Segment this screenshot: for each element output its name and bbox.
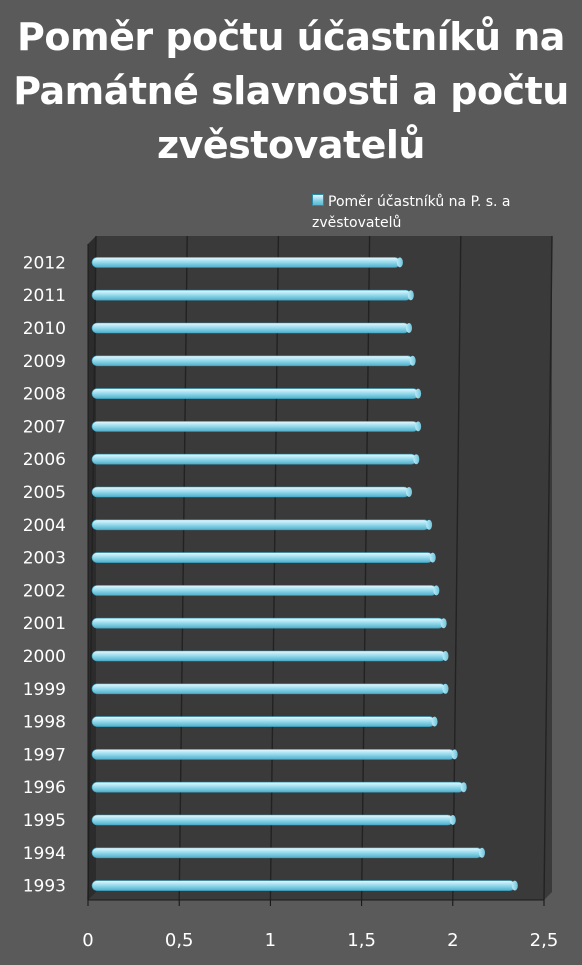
x-tick-label-4: 2 (447, 930, 458, 951)
bar-1995 (91, 814, 454, 826)
chart-title-line-2: Památné slavnosti a počtu (13, 69, 569, 113)
bar-cap-2011 (407, 290, 414, 301)
grid-line (87, 235, 97, 901)
y-tick-label-2006: 2006 (23, 450, 66, 470)
y-tick-label-2002: 2002 (23, 581, 66, 601)
bar-2004 (91, 519, 430, 531)
y-tick-label-2010: 2010 (23, 319, 66, 339)
chart-title: Poměr počtu účastníků na Památné slavnos… (0, 10, 582, 172)
y-tick-label-1999: 1999 (23, 680, 66, 700)
y-tick-label-2005: 2005 (23, 483, 66, 503)
y-tick-label-1995: 1995 (23, 811, 66, 831)
bar-cap-1994 (478, 847, 485, 858)
bar-cap-1995 (449, 815, 456, 825)
legend-swatch (312, 194, 324, 206)
bar-2002 (91, 585, 437, 596)
bar-2012 (91, 257, 401, 268)
y-tick-label-1996: 1996 (23, 778, 66, 798)
bar-cap-1993 (511, 880, 518, 891)
bar-cap-2008 (415, 388, 422, 399)
bar-cap-1998 (431, 716, 438, 727)
bar-1993 (91, 880, 516, 891)
bar-2011 (91, 289, 412, 301)
bar-2000 (91, 650, 446, 662)
y-tick-label-2008: 2008 (23, 385, 66, 405)
bar-2009 (91, 355, 413, 367)
y-tick-label-2009: 2009 (23, 352, 66, 372)
bar-cap-2004 (426, 519, 433, 530)
bars (91, 257, 518, 891)
x-tick-label-2: 1 (265, 930, 276, 951)
bar-2008 (91, 388, 419, 399)
bar-1996 (91, 781, 465, 793)
y-tick-label-2007: 2007 (23, 417, 66, 437)
bar-cap-2006 (413, 454, 420, 465)
x-tick-label-3: 1,5 (347, 930, 376, 951)
x-tick-label-0: 0 (82, 930, 93, 951)
y-tick-label-1998: 1998 (23, 713, 66, 733)
y-tick-label-2000: 2000 (23, 647, 66, 667)
bar-2001 (91, 617, 444, 629)
bar-cap-2002 (433, 585, 440, 596)
y-tick-label-1994: 1994 (23, 844, 66, 864)
x-axis-tick-labels: 0 0,5 1 1,5 2 2,5 (82, 930, 558, 951)
bar-1997 (91, 749, 455, 760)
y-axis-tick-labels: 2012 2011 2010 2009 2008 2007 2006 2005 2004 2003… (23, 253, 66, 896)
bar-2003 (91, 552, 434, 563)
chart-title-line-1: Poměr počtu účastníků na (17, 15, 565, 59)
bar-cap-2012 (396, 257, 403, 268)
bar-cap-1999 (442, 683, 449, 694)
bar-1994 (91, 847, 483, 859)
bar-cap-2000 (442, 651, 449, 661)
bar-cap-2009 (409, 355, 416, 366)
bar-cap-2005 (406, 487, 413, 497)
plot-area (88, 236, 552, 900)
grid-line (543, 235, 553, 901)
y-tick-label-1997: 1997 (23, 745, 66, 765)
x-tick-label-1: 0,5 (165, 930, 194, 951)
plot-floor (88, 244, 544, 900)
bar-cap-2001 (440, 618, 447, 629)
bar-2005 (91, 486, 410, 498)
y-tick-label-2012: 2012 (23, 253, 66, 273)
legend-label-line-1: Poměr účastníků na P. s. a (328, 194, 511, 210)
bar-2007 (91, 421, 419, 432)
x-tick-label-5: 2,5 (530, 930, 559, 951)
y-tick-label-2001: 2001 (23, 614, 66, 634)
y-tick-label-2004: 2004 (23, 516, 66, 536)
bar-cap-1996 (460, 782, 467, 793)
bar-cap-2007 (415, 421, 422, 432)
chart-legend: Poměr účastníků na P. s. a zvěstovatelů (312, 192, 582, 234)
bar-cap-2003 (429, 552, 436, 563)
bar-1999 (91, 683, 446, 695)
bar-1998 (91, 716, 435, 727)
bar-2006 (91, 453, 417, 465)
bar-cap-1997 (451, 749, 458, 760)
bar-cap-2010 (406, 323, 413, 333)
bar-2010 (91, 322, 410, 334)
chart-title-line-3: zvěstovatelů (157, 123, 425, 167)
y-tick-label-2003: 2003 (23, 549, 66, 569)
y-tick-label-2011: 2011 (23, 286, 66, 306)
y-tick-label-1993: 1993 (23, 877, 66, 897)
legend-label-line-2: zvěstovatelů (312, 215, 402, 231)
